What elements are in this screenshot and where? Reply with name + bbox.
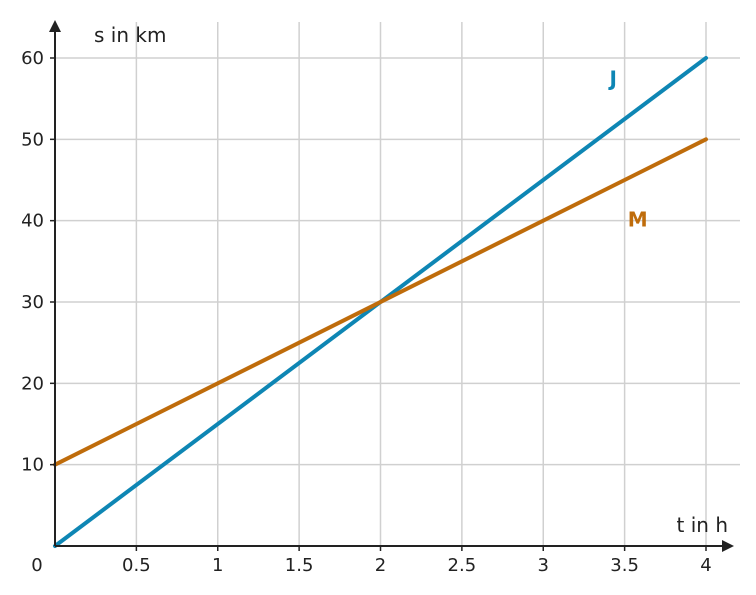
y-tick-label: 10	[21, 455, 44, 476]
grid	[55, 22, 740, 546]
origin-label: 0	[31, 555, 42, 576]
x-tick-label: 2	[375, 555, 386, 576]
y-tick-label: 40	[21, 211, 44, 232]
y-axis-arrow	[49, 20, 61, 32]
series-line-m	[53, 137, 708, 467]
x-tick-label: 3.5	[610, 555, 639, 576]
series-labels: JM	[608, 67, 648, 232]
y-axis-label: s in km	[94, 23, 166, 47]
tick-labels: 0.5 1 1.5 2 2.5 3 3.5 4 10 20 30 40 50 60	[21, 48, 712, 576]
y-tick-label: 50	[21, 129, 44, 150]
x-axis-arrow	[722, 540, 734, 552]
x-tick-label: 4	[700, 555, 711, 576]
x-tick-label: 3	[538, 555, 549, 576]
x-tick-label: 1	[212, 555, 223, 576]
x-tick-label: 1.5	[285, 555, 314, 576]
y-tick-label: 60	[21, 48, 44, 69]
axes	[49, 20, 734, 552]
x-tick-label: 0.5	[122, 555, 151, 576]
y-tick-label: 30	[21, 292, 44, 313]
x-tick-label: 2.5	[448, 555, 477, 576]
series-label-j: J	[608, 67, 617, 91]
series-label-m: M	[628, 207, 648, 231]
x-axis-label: t in h	[677, 513, 728, 537]
y-tick-label: 20	[21, 373, 44, 394]
series-lines	[53, 56, 708, 548]
